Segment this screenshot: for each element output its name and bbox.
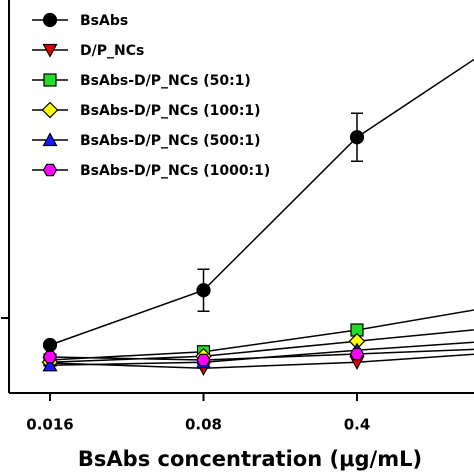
legend-marker bbox=[43, 73, 57, 87]
legend-label: BsAbs-D/P_NCs (500:1) bbox=[80, 133, 261, 149]
legend-label: D/P_NCs bbox=[80, 43, 144, 59]
legend-marker bbox=[42, 163, 58, 177]
legend-marker bbox=[42, 43, 58, 58]
x-tick-label: 0.08 bbox=[185, 416, 222, 434]
marker bbox=[349, 130, 365, 145]
series-line bbox=[49, 353, 474, 370]
series-line bbox=[49, 348, 474, 361]
series-line bbox=[49, 58, 474, 346]
marker bbox=[42, 337, 58, 353]
x-tick-label: 0.016 bbox=[26, 416, 73, 434]
legend-label: BsAbs-D/P_NCs (1000:1) bbox=[80, 163, 270, 179]
legend-marker bbox=[42, 132, 58, 147]
marker bbox=[349, 347, 365, 361]
x-axis-label: BsAbs concentration (μg/mL) bbox=[78, 447, 422, 471]
legend-marker bbox=[42, 12, 58, 28]
legend-label: BsAbs-D/P_NCs (100:1) bbox=[80, 103, 261, 119]
legend-label: BsAbs-D/P_NCs (50:1) bbox=[80, 73, 251, 89]
marker bbox=[196, 283, 211, 298]
legend-label: BsAbs bbox=[80, 13, 128, 29]
marker bbox=[42, 350, 58, 364]
x-tick-label: 0.4 bbox=[344, 416, 371, 434]
series-line bbox=[49, 309, 474, 361]
marker bbox=[196, 353, 211, 367]
marker bbox=[42, 357, 58, 372]
legend-marker bbox=[41, 101, 59, 119]
